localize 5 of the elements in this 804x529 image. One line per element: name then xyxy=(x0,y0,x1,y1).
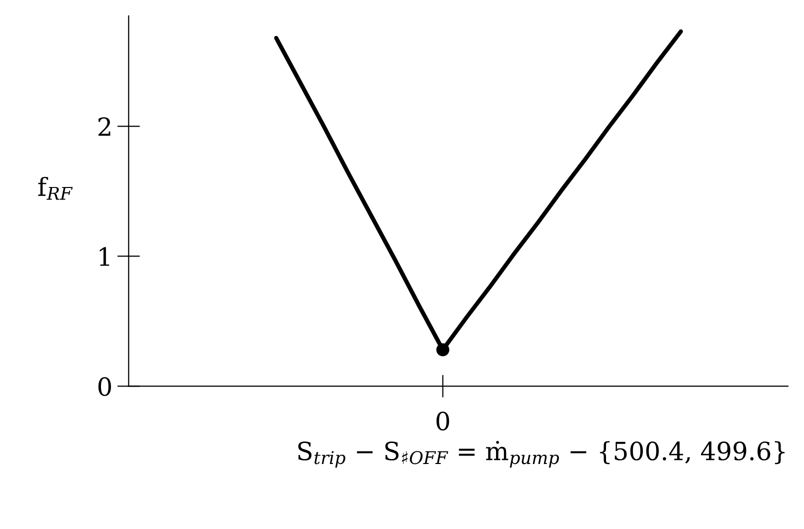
x-axis-title: S$_{trip}$ − S$_{♯OFF}$ = ṁ$_{pump}$ − {500.4, 499.6} xyxy=(298,440,785,468)
y-tick-label: 2 xyxy=(98,117,110,136)
y-axis-title: f$_{RF}$ xyxy=(38,176,73,200)
y-tick-label: 1 xyxy=(100,247,110,266)
y-tick-label: 0 xyxy=(98,377,112,396)
